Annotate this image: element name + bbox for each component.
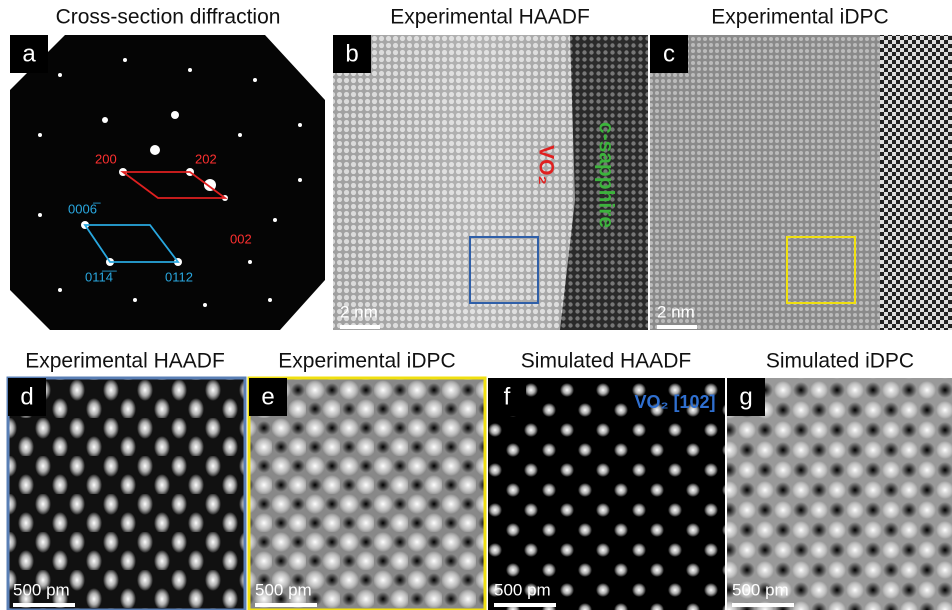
scale-bar-label: 500 pm [494,580,551,599]
figure: 200 202 002 0006̅ 011̅4̅ 0112 VO₂ c-sapp… [0,0,952,610]
panel-title: Simulated HAADF [521,350,691,373]
material-label: VO₂ [534,145,557,185]
panel-title: Experimental HAADF [390,6,590,29]
panel-a: 200 202 002 0006̅ 011̅4̅ 0112 [10,35,325,330]
panel-title: Experimental iDPC [278,350,455,373]
spot-label: 011̅4̅ [85,269,117,284]
panel-c [650,35,952,330]
scale-bar-label: 500 pm [13,580,70,599]
panel-label: e [261,383,274,410]
orientation-label: VO₂ [102] [634,392,715,412]
scale-bar-label: 2 nm [340,302,378,321]
panel-b: VO₂ c-sapphire [333,35,648,330]
material-label: c-sapphire [594,122,617,228]
scale-bar-label: 2 nm [657,302,695,321]
panel-label: d [20,383,33,410]
diffraction-image [10,35,325,330]
panel-title: Simulated iDPC [766,350,914,373]
spot-label: 0112 [165,269,193,284]
spot-label: 0006̅ [68,201,101,216]
panel-label: a [22,40,36,67]
scale-bar-label: 500 pm [732,580,789,599]
panel-title: Experimental HAADF [25,350,225,373]
spot-label: 202 [195,151,217,166]
scale-bar-label: 500 pm [255,580,312,599]
panel-label: f [504,383,511,410]
spot-label: 002 [230,231,252,246]
panel-label: b [345,40,358,67]
panel-label: c [663,40,675,67]
panel-label: g [739,383,752,410]
spot-label: 200 [95,151,117,166]
panel-title: Experimental iDPC [711,6,888,29]
panel-title: Cross-section diffraction [56,6,281,29]
